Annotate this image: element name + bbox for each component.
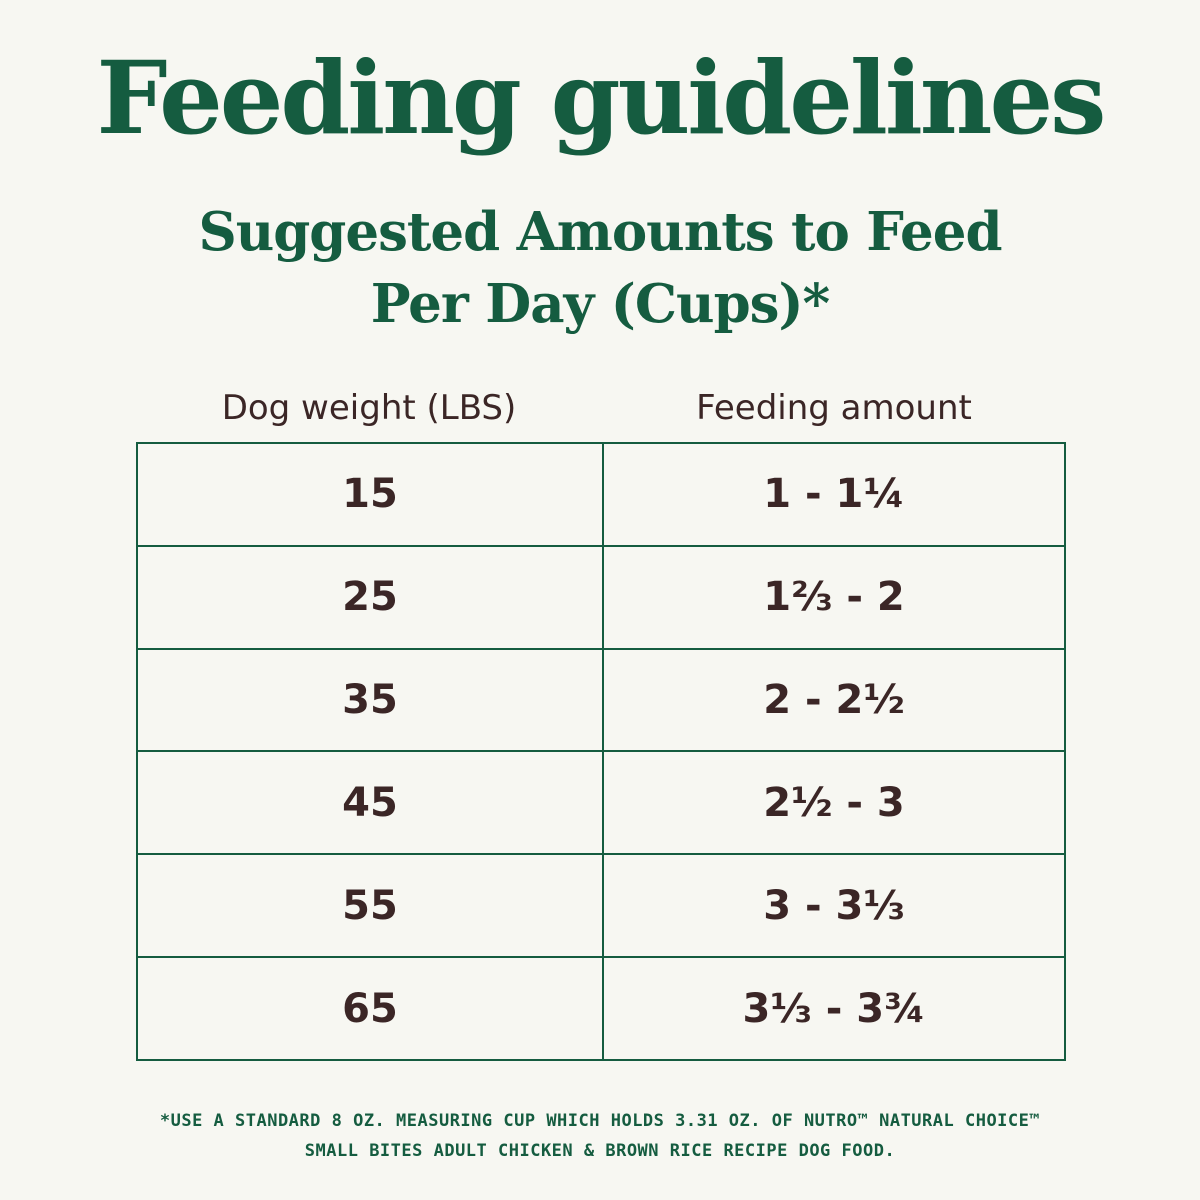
- feeding-amount-cell: 1⅔ - 2: [602, 544, 1066, 650]
- page-title: Feeding guidelines: [96, 39, 1107, 157]
- dog-weight-cell: 65: [136, 956, 604, 1061]
- column-header-dog-weight: Dog weight (LBS): [221, 388, 517, 428]
- table-row: 25 1⅔ - 2: [136, 544, 1066, 650]
- table-row: 55 3 - 3⅓: [136, 853, 1066, 959]
- dog-weight-cell: 25: [136, 544, 604, 650]
- table-row: 45 2½ - 3: [136, 750, 1066, 856]
- footnote: *USE A STANDARD 8 OZ. MEASURING CUP WHIC…: [0, 1106, 1200, 1166]
- feeding-table: 15 1 - 1¼ 25 1⅔ - 2 35 2 - 2½ 45 2½ - 3 …: [136, 442, 1066, 1061]
- table-row: 35 2 - 2½: [136, 647, 1066, 753]
- dog-weight-cell: 45: [136, 750, 604, 856]
- page-subtitle: Suggested Amounts to Feed Per Day (Cups)…: [0, 196, 1200, 340]
- dog-weight-cell: 35: [136, 647, 604, 753]
- feeding-amount-cell: 2 - 2½: [602, 647, 1066, 753]
- feeding-amount-cell: 3⅓ - 3¾: [602, 956, 1066, 1061]
- feeding-amount-cell: 2½ - 3: [602, 750, 1066, 856]
- column-header-feeding-amount: Feeding amount: [696, 388, 972, 428]
- table-row: 65 3⅓ - 3¾: [136, 956, 1066, 1061]
- footnote-line-1: *USE A STANDARD 8 OZ. MEASURING CUP WHIC…: [159, 1111, 1041, 1131]
- feeding-amount-cell: 3 - 3⅓: [602, 853, 1066, 959]
- table-row: 15 1 - 1¼: [136, 442, 1066, 547]
- subtitle-line-2: Per Day (Cups)*: [370, 273, 831, 335]
- dog-weight-cell: 55: [136, 853, 604, 959]
- dog-weight-cell: 15: [136, 442, 604, 547]
- subtitle-line-1: Suggested Amounts to Feed: [198, 201, 1002, 263]
- feeding-amount-cell: 1 - 1¼: [602, 442, 1066, 547]
- footnote-line-2: SMALL BITES ADULT CHICKEN & BROWN RICE R…: [304, 1141, 896, 1161]
